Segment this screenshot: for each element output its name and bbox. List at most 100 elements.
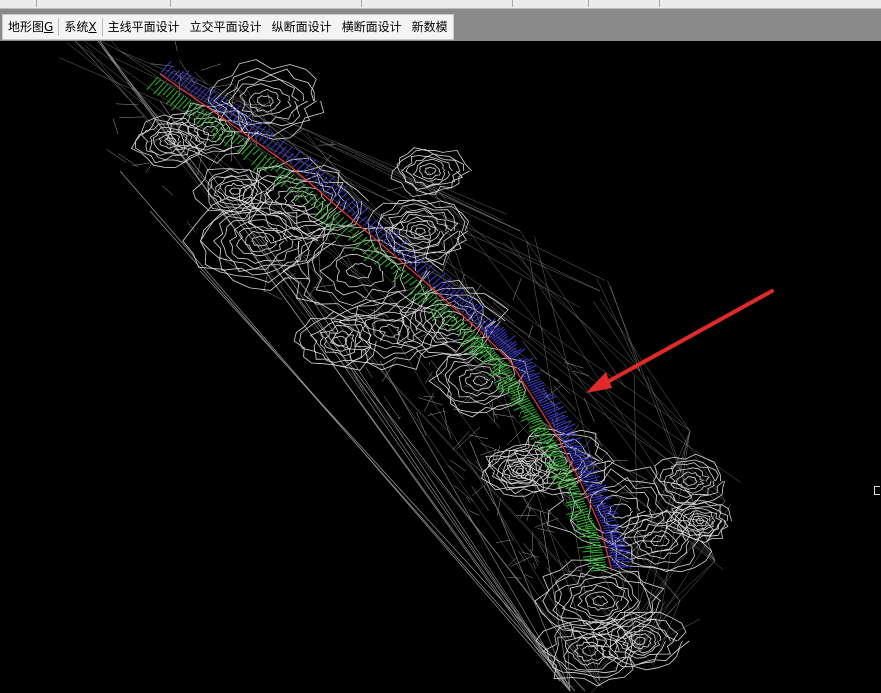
contour-line — [614, 509, 701, 573]
menu-terrain-map[interactable]: 地形图G — [8, 20, 54, 34]
right-slope-tick — [472, 341, 486, 352]
right-slope-tick — [461, 328, 473, 339]
contour-line — [207, 59, 325, 140]
tin-edge — [383, 396, 401, 420]
contour-line — [239, 157, 369, 244]
right-slope-tick — [575, 520, 594, 526]
right-slope-tick — [209, 118, 218, 127]
contour-line — [153, 131, 186, 154]
left-slope-tick — [378, 231, 388, 240]
left-slope-tick — [602, 526, 620, 529]
tin-edge — [317, 144, 336, 146]
left-slope-tick — [203, 88, 217, 103]
contour-line — [491, 452, 550, 489]
right-slope-tick — [523, 408, 536, 414]
right-slope-tick — [492, 359, 505, 370]
right-slope-tick — [531, 426, 547, 434]
tin-edge — [521, 551, 540, 558]
tin-edge — [468, 510, 480, 516]
right-slope-tick — [470, 335, 480, 342]
tin-edge — [430, 360, 451, 384]
right-slope-tick — [568, 487, 580, 491]
right-slope-tick — [569, 510, 589, 517]
left-slope-tick — [590, 496, 608, 502]
strip-segment — [362, 0, 513, 7]
right-slope-tick — [488, 353, 498, 360]
right-slope-tick — [557, 478, 575, 486]
right-slope-tick — [576, 522, 595, 529]
drawing-canvas[interactable] — [0, 41, 881, 693]
left-slope-tick — [574, 460, 591, 466]
right-slope-tick — [490, 366, 510, 377]
contour-line — [664, 462, 716, 499]
menu-cross-section-design[interactable]: 横断面设计 — [341, 20, 402, 34]
left-slope-tick — [467, 304, 483, 318]
tin-edge — [588, 453, 604, 464]
menu-separator — [101, 18, 103, 36]
left-slope-tick — [180, 74, 192, 87]
left-slope-tick — [529, 382, 544, 389]
contour-line — [444, 356, 521, 406]
left-slope-tick — [481, 318, 496, 331]
contour-line — [141, 123, 201, 161]
right-slope-tick — [568, 492, 582, 497]
right-slope-tick — [379, 256, 391, 266]
tin-edge — [508, 556, 517, 567]
contour-line — [513, 434, 606, 491]
right-slope-tick — [177, 97, 188, 109]
contour-line — [650, 534, 670, 547]
tin-edge — [573, 370, 589, 376]
right-slope-tick — [471, 343, 488, 357]
left-slope-tick — [456, 296, 470, 308]
tin-edge — [453, 485, 474, 502]
contour-line — [628, 633, 652, 650]
left-slope-tick — [470, 306, 485, 321]
left-slope-tick — [523, 372, 541, 380]
right-slope-tick — [252, 154, 268, 172]
right-slope-tick — [169, 93, 182, 107]
contour-line — [458, 366, 504, 397]
right-slope-tick — [157, 83, 168, 96]
tin-edge — [639, 650, 656, 668]
contour-line — [291, 195, 310, 208]
tin-edge — [471, 486, 489, 511]
right-slope-tick — [498, 380, 518, 390]
left-slope-tick — [220, 103, 230, 115]
contour-line — [597, 612, 683, 666]
left-slope-tick — [613, 565, 631, 569]
right-slope-tick — [510, 388, 524, 395]
left-slope-tick — [492, 331, 506, 342]
left-slope-tick — [216, 99, 228, 112]
tin-edge — [245, 86, 601, 682]
menu-new-dem[interactable]: 新数模 — [411, 20, 448, 34]
tin-edge — [495, 445, 500, 464]
tin-edge — [369, 308, 389, 317]
tin-edge — [149, 210, 576, 692]
tin-edge — [482, 292, 506, 309]
menu-interchange-plan-design[interactable]: 立交平面设计 — [189, 20, 262, 34]
tin-edge — [507, 577, 522, 579]
tin-edge — [119, 50, 581, 308]
right-slope-tick — [471, 338, 483, 347]
contour-line — [418, 163, 441, 180]
menu-mainline-plan-design[interactable]: 主线平面设计 — [107, 20, 180, 34]
left-slope-tick — [605, 538, 624, 542]
right-slope-tick — [582, 549, 603, 553]
contour-line — [676, 471, 705, 490]
left-slope-tick — [277, 146, 287, 156]
left-slope-tick — [258, 128, 271, 142]
contour-line — [199, 196, 326, 283]
tin-edge — [492, 413, 515, 418]
right-slope-tick — [531, 419, 543, 424]
contour-line — [213, 174, 259, 206]
left-slope-tick — [420, 263, 434, 276]
menu-profile-design[interactable]: 纵断面设计 — [271, 20, 332, 34]
left-slope-tick — [451, 291, 464, 303]
menu-system[interactable]: 系统X — [64, 20, 97, 34]
left-slope-tick — [593, 502, 607, 507]
contour-line — [338, 302, 439, 366]
canvas-edge-marker — [874, 486, 880, 495]
contour-line — [236, 226, 285, 257]
left-slope-tick — [559, 430, 574, 438]
left-slope-tick — [549, 414, 565, 422]
